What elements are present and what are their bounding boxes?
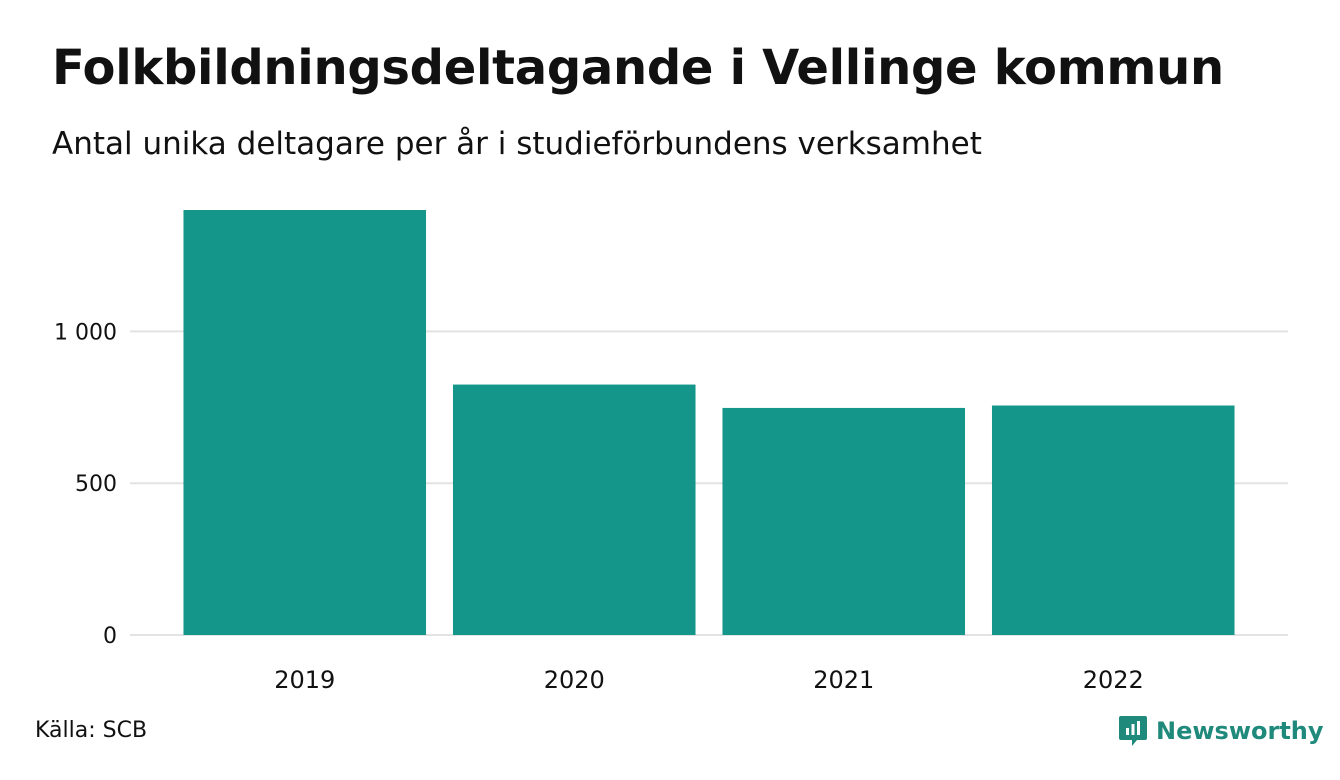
- brand-name: Newsworthy: [1156, 717, 1324, 745]
- y-tick-label: 0: [103, 624, 117, 649]
- brand: Newsworthy: [1118, 714, 1324, 748]
- x-tick-label: 2021: [813, 666, 874, 694]
- x-tick-label: 2020: [544, 666, 605, 694]
- bar: [991, 405, 1235, 635]
- y-tick-label: 1 000: [54, 320, 117, 345]
- source-note: Källa: SCB: [35, 718, 148, 743]
- bar: [722, 407, 966, 635]
- y-tick-label: 500: [75, 472, 117, 497]
- chart-title: Folkbildningsdeltagande i Vellinge kommu…: [52, 40, 1224, 96]
- chart-subtitle: Antal unika deltagare per år i studieför…: [52, 126, 982, 162]
- x-tick-label: 2019: [274, 666, 335, 694]
- bar: [452, 384, 696, 635]
- x-tick-label: 2022: [1083, 666, 1144, 694]
- bar: [183, 210, 427, 635]
- newsworthy-logo-icon: [1119, 716, 1147, 746]
